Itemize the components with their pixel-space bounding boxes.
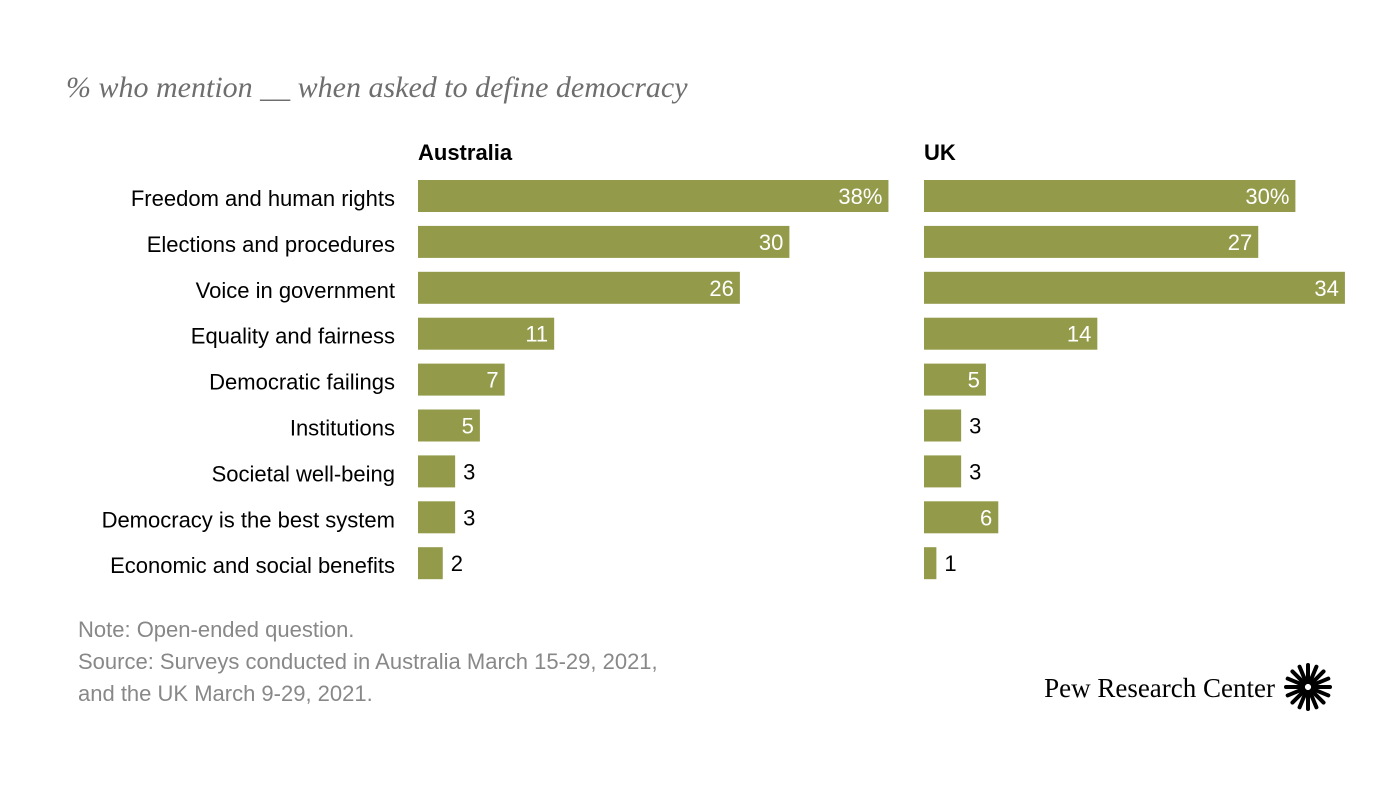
- data-label: 30%: [1245, 184, 1289, 209]
- data-label: 34: [1314, 276, 1338, 301]
- category-label: Democracy is the best system: [102, 507, 395, 532]
- bar: [418, 317, 555, 350]
- data-label: 3: [463, 505, 475, 530]
- bar: [924, 501, 999, 534]
- category-label: Economic and social benefits: [110, 553, 395, 578]
- data-label: 3: [969, 459, 981, 484]
- category-label: Voice in government: [196, 278, 395, 303]
- category-label: Equality and fairness: [191, 324, 395, 349]
- bar: [924, 271, 1345, 304]
- data-label: 6: [980, 505, 992, 530]
- data-label: 30: [759, 230, 783, 255]
- data-label: 38%: [838, 184, 882, 209]
- source-line-1: Source: Surveys conducted in Australia M…: [78, 649, 658, 674]
- bar: [924, 225, 1259, 258]
- data-label: 14: [1067, 322, 1091, 347]
- bar: [924, 409, 962, 442]
- bar: [924, 363, 986, 396]
- category-label: Freedom and human rights: [131, 186, 395, 211]
- chart-subtitle: % who mention __ when asked to define de…: [66, 71, 688, 104]
- bar: [418, 547, 443, 580]
- category-label: Elections and procedures: [147, 232, 395, 257]
- data-label: 7: [486, 368, 498, 393]
- category-label: Institutions: [290, 416, 395, 441]
- bar: [418, 180, 889, 212]
- chart-note: Note: Open-ended question.: [78, 617, 354, 642]
- data-label: 11: [525, 322, 548, 347]
- pew-logo-icon: [1284, 663, 1332, 711]
- data-label: 1: [944, 551, 956, 576]
- bar: [418, 225, 790, 258]
- bar: [418, 409, 480, 442]
- data-label: 2: [451, 551, 463, 576]
- data-label: 3: [463, 459, 475, 484]
- data-label: 26: [709, 276, 733, 301]
- data-label: 27: [1228, 230, 1252, 255]
- brand-name: Pew Research Center: [1044, 673, 1275, 703]
- data-label: 5: [968, 368, 980, 393]
- panel-title: Australia: [418, 140, 513, 165]
- data-label: 3: [969, 414, 981, 439]
- bar: [418, 501, 456, 534]
- bar: [924, 455, 962, 488]
- bar: [924, 317, 1098, 350]
- category-label: Democratic failings: [209, 370, 395, 395]
- bar: [924, 180, 1296, 212]
- data-label: 5: [462, 414, 474, 439]
- panel-title: UK: [924, 140, 956, 165]
- category-label: Societal well-being: [212, 461, 395, 486]
- bar: [924, 547, 937, 580]
- bar: [418, 271, 740, 304]
- chart-marks: Freedom and human rights Elections and pr…: [102, 140, 1345, 580]
- bar: [418, 363, 505, 396]
- bar: [418, 455, 456, 488]
- source-line-2: and the UK March 9-29, 2021.: [78, 681, 373, 706]
